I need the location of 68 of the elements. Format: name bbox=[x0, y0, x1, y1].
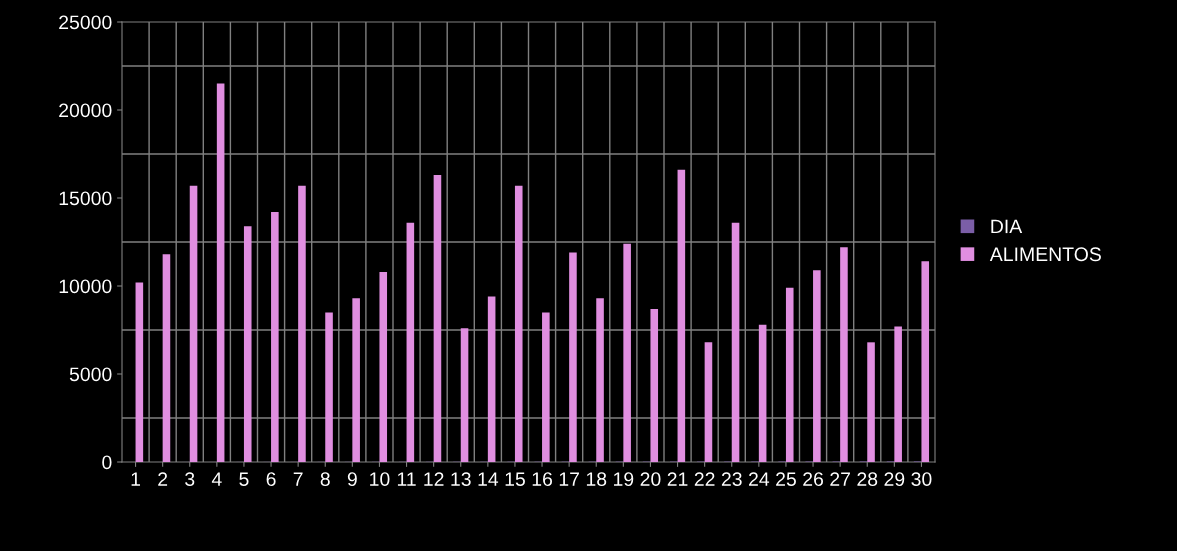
x-tick-label: 18 bbox=[586, 472, 607, 486]
x-tick-label: 9 bbox=[347, 472, 357, 486]
x-tick-label: 20 bbox=[640, 472, 661, 486]
x-tick-label: 13 bbox=[451, 472, 471, 486]
bar bbox=[460, 328, 469, 462]
bar bbox=[596, 298, 604, 462]
x-tick-label: 19 bbox=[614, 472, 634, 486]
x-tick-label: 17 bbox=[559, 472, 579, 486]
x-tick-label: 28 bbox=[857, 472, 878, 486]
bar bbox=[650, 308, 659, 462]
y-tick-label: 25000 bbox=[59, 15, 112, 30]
x-tick-label: 14 bbox=[478, 472, 499, 486]
x-tick-label: 21 bbox=[667, 472, 688, 486]
bar bbox=[216, 83, 225, 462]
y-tick-label: 20000 bbox=[59, 103, 112, 118]
x-tick-label: 30 bbox=[911, 472, 932, 486]
x-tick-label: 23 bbox=[721, 472, 742, 486]
bar bbox=[189, 185, 198, 462]
x-tick-label: 12 bbox=[424, 472, 444, 486]
x-tick-label: 6 bbox=[266, 472, 276, 486]
y-tick-label: 10000 bbox=[59, 279, 112, 294]
x-tick-label: 10 bbox=[370, 472, 390, 486]
x-tick-label: 11 bbox=[397, 472, 416, 486]
x-tick-label: 2 bbox=[158, 472, 168, 486]
x-tick-label: 24 bbox=[749, 472, 770, 486]
bar bbox=[433, 175, 442, 462]
x-tick-label: 3 bbox=[185, 472, 195, 486]
x-tick-label: 25 bbox=[776, 472, 796, 486]
bar bbox=[569, 252, 577, 462]
x-tick-label: 15 bbox=[505, 472, 525, 486]
y-tick-label: 0 bbox=[102, 455, 112, 470]
bar bbox=[867, 342, 875, 462]
bar bbox=[162, 254, 171, 462]
bar bbox=[379, 271, 388, 462]
bar bbox=[785, 287, 794, 462]
x-tick-label: 29 bbox=[884, 472, 905, 486]
bar bbox=[894, 326, 902, 462]
bar bbox=[487, 296, 496, 462]
bar bbox=[921, 261, 930, 462]
bar bbox=[298, 185, 306, 462]
bar bbox=[352, 298, 360, 462]
x-tick-label: 8 bbox=[320, 472, 330, 486]
x-tick-label: 4 bbox=[211, 472, 222, 486]
x-tick-label: 26 bbox=[803, 472, 824, 486]
bar bbox=[514, 185, 523, 462]
legend-label: DIA bbox=[991, 219, 1023, 234]
y-tick-label: 15000 bbox=[59, 191, 112, 206]
x-tick-label: 27 bbox=[830, 472, 850, 486]
bar bbox=[271, 212, 279, 462]
bar bbox=[677, 169, 686, 462]
legend-label: ALIMENTOS bbox=[989, 247, 1101, 262]
x-tick-label: 22 bbox=[694, 472, 715, 486]
bar bbox=[243, 226, 252, 462]
bar bbox=[731, 222, 740, 462]
bar bbox=[840, 247, 848, 462]
y-tick-label: 5000 bbox=[69, 367, 112, 382]
x-tick-label: 16 bbox=[532, 472, 553, 486]
bar bbox=[758, 324, 767, 462]
bar bbox=[135, 282, 144, 462]
bar bbox=[623, 243, 631, 462]
x-tick-label: 7 bbox=[293, 472, 303, 486]
bar bbox=[813, 270, 821, 462]
x-tick-label: 1 bbox=[131, 472, 141, 486]
bar bbox=[325, 312, 333, 462]
bar bbox=[704, 342, 713, 462]
bar bbox=[406, 222, 415, 462]
x-tick-label: 5 bbox=[239, 472, 249, 486]
bar bbox=[542, 312, 550, 462]
